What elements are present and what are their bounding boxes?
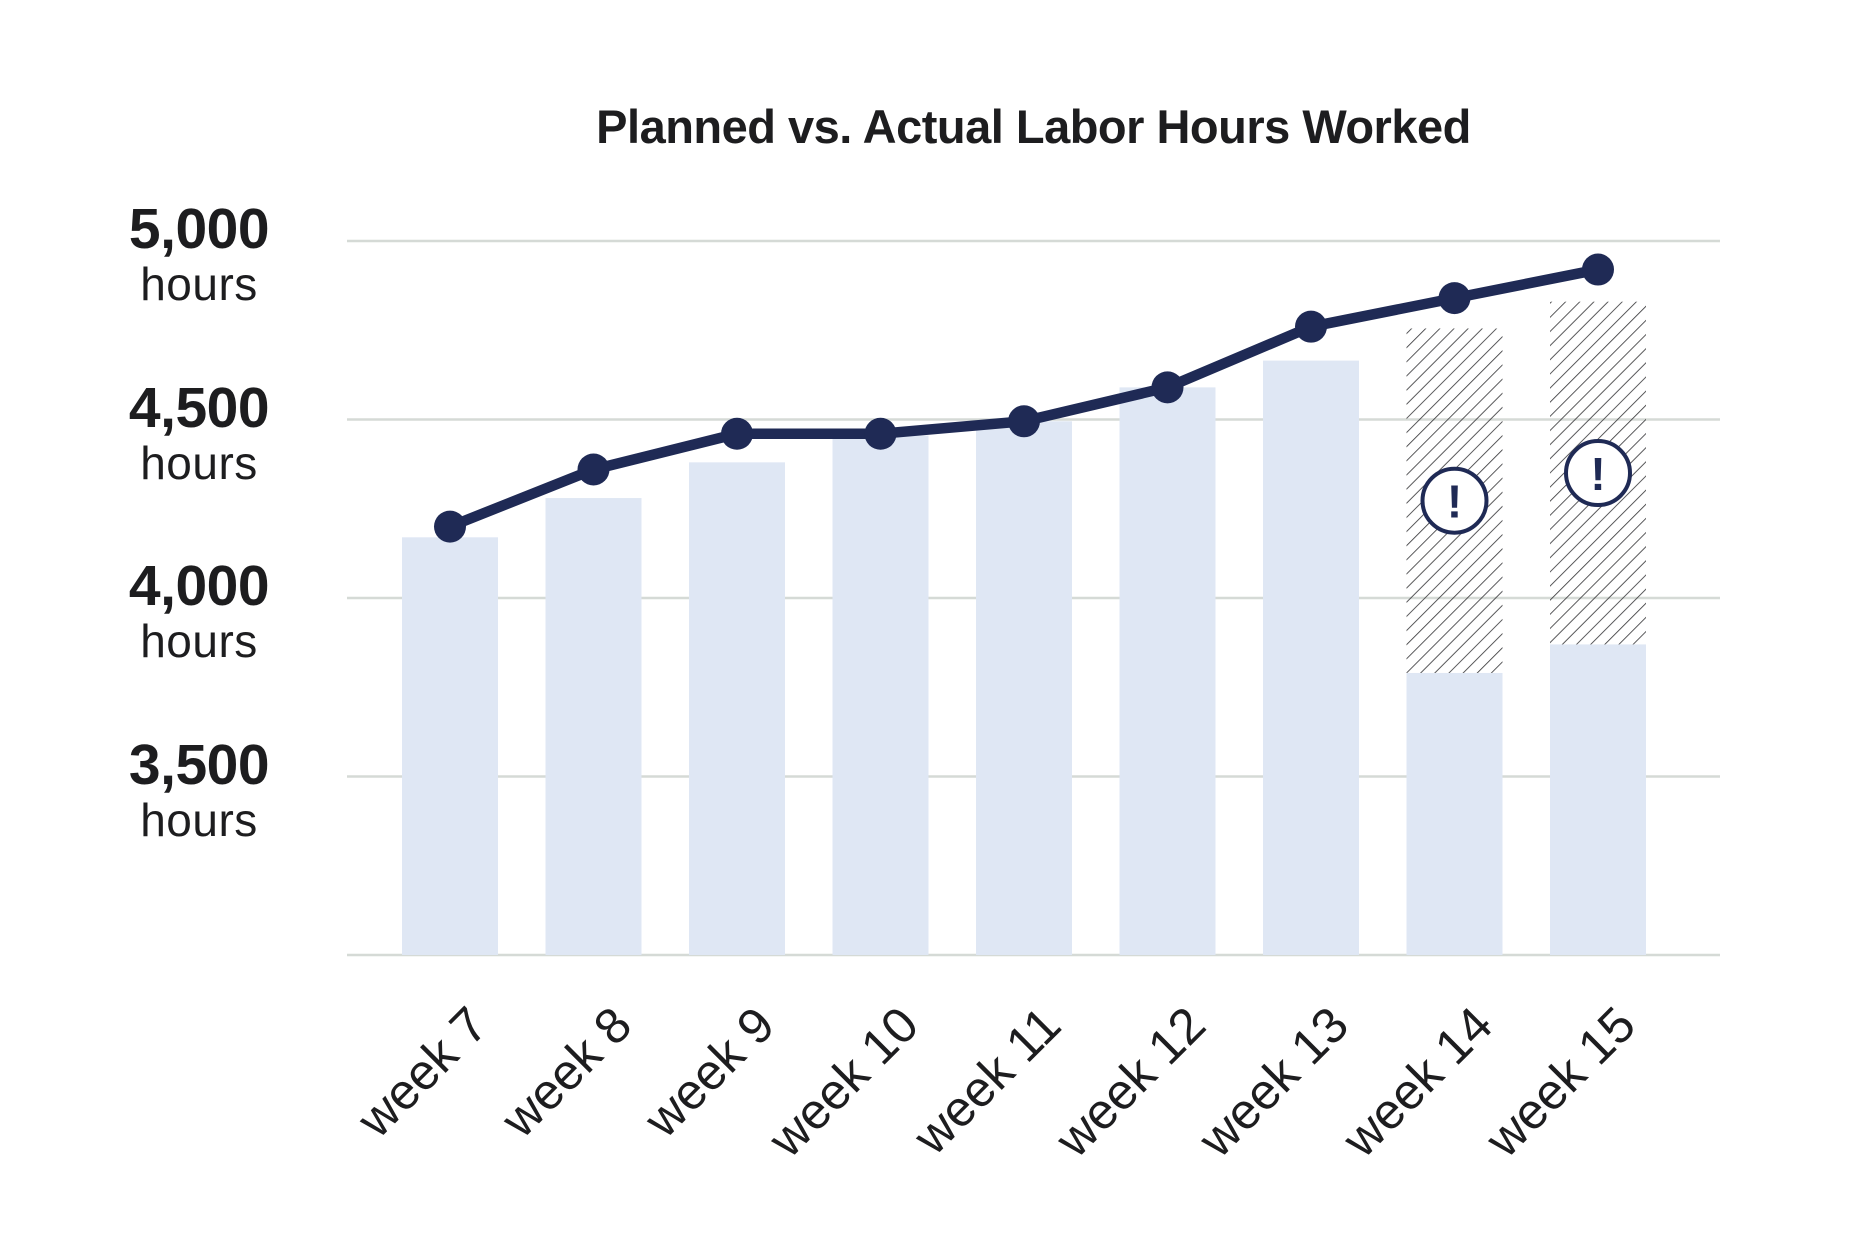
warning-icon: ! bbox=[1564, 439, 1632, 508]
y-tick-value: 3,500 bbox=[128, 733, 270, 797]
data-point-dot bbox=[864, 417, 897, 450]
y-tick-unit: hours bbox=[140, 615, 258, 667]
y-tick-value: 4,500 bbox=[128, 376, 270, 440]
scheduled-hours-bar bbox=[1550, 644, 1646, 955]
scheduled-hours-bar bbox=[1119, 387, 1216, 955]
warning-circle bbox=[1564, 439, 1632, 508]
warning-icon: ! bbox=[1420, 466, 1489, 535]
scheduled-hours-bar bbox=[1263, 360, 1359, 956]
scheduled-hours-bar bbox=[976, 421, 1072, 955]
y-axis-tick-4000: 4,000 hours bbox=[99, 557, 299, 667]
y-tick-unit: hours bbox=[140, 437, 258, 489]
data-point-dot bbox=[1008, 405, 1040, 438]
y-tick-value: 5,000 bbox=[128, 197, 270, 261]
data-point-dot bbox=[1295, 310, 1327, 343]
data-point-dot bbox=[577, 453, 610, 486]
y-axis-tick-4500: 4,500 hours bbox=[99, 379, 299, 489]
scheduled-hours-bar bbox=[1406, 672, 1503, 955]
y-tick-value: 4,000 bbox=[128, 554, 270, 618]
scheduled-hours-bar bbox=[402, 537, 498, 955]
data-point-dot bbox=[434, 510, 466, 543]
y-tick-unit: hours bbox=[140, 258, 258, 310]
y-tick-unit: hours bbox=[140, 794, 258, 846]
data-point-dot bbox=[1151, 371, 1184, 404]
scheduled-hours-bar bbox=[832, 435, 929, 955]
data-point-dot bbox=[1438, 282, 1471, 315]
chart-title: Planned vs. Actual Labor Hours Worked bbox=[596, 100, 1471, 153]
data-point-dot bbox=[1582, 253, 1614, 286]
data-point-dot bbox=[721, 417, 753, 450]
y-axis-tick-5000: 5,000 hours bbox=[99, 200, 299, 310]
scheduled-hours-bar bbox=[689, 462, 785, 955]
exclamation-glyph: ! bbox=[1590, 448, 1605, 500]
warning-circle bbox=[1420, 466, 1489, 535]
y-axis-tick-3500: 3,500 hours bbox=[99, 736, 299, 846]
exclamation-glyph: ! bbox=[1447, 476, 1462, 528]
scheduled-hours-bar bbox=[545, 498, 642, 955]
